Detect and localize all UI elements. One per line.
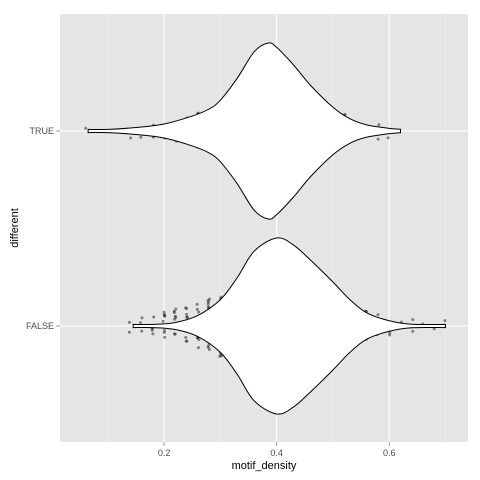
data-point [129,136,133,140]
data-point [127,320,131,324]
data-point [162,310,166,314]
data-point [140,316,144,320]
data-point [197,310,201,314]
violin-false [132,237,446,415]
data-point [172,311,176,315]
data-point [186,315,190,319]
data-point [185,312,189,316]
x-tick-label: 0.2 [158,448,171,458]
data-point [174,307,178,311]
x-tick-label: 0.4 [270,448,283,458]
data-point [174,315,178,319]
data-point [184,339,188,343]
data-point [195,307,199,311]
data-point [206,300,210,304]
data-point [184,335,188,339]
y-axis-title: different [9,208,21,248]
x-axis: 0.2 0.4 0.6 [158,442,396,458]
violins [87,42,446,415]
data-point [195,302,199,306]
data-point [443,319,447,323]
data-point [377,123,381,127]
x-axis-title: motif_density [232,460,297,472]
data-point [162,331,166,335]
data-point [173,314,177,318]
data-point [206,298,210,302]
data-point [411,329,415,333]
data-point [218,354,222,358]
data-point [207,347,211,351]
data-point [150,328,154,332]
data-point [411,317,415,321]
data-point [219,354,223,358]
data-point [388,331,392,335]
data-point [163,313,167,317]
data-point [386,136,390,140]
data-point [163,315,167,319]
data-point [432,327,436,331]
data-point [127,330,131,334]
data-point [196,346,200,350]
data-point [84,126,88,130]
data-point [173,317,177,321]
data-point [139,135,143,139]
data-point [376,137,380,141]
data-point [162,313,166,317]
data-point [172,332,176,336]
data-point [152,315,156,319]
data-point [208,297,212,301]
data-point [185,339,189,343]
data-point [185,307,189,311]
data-point [163,335,167,339]
data-point [140,329,144,333]
data-point [172,309,176,313]
data-point [206,345,210,349]
data-point [197,338,201,342]
y-tick-label: FALSE [26,321,54,331]
y-tick-label: TRUE [30,126,55,136]
data-point [207,344,211,348]
data-point [173,332,177,336]
data-point [139,321,143,325]
data-point [162,329,166,333]
x-tick-label: 0.6 [383,448,396,458]
violin-true [87,42,401,220]
y-axis: TRUE FALSE [26,126,60,331]
data-point [151,332,155,336]
data-point [184,306,188,310]
data-point [161,319,165,323]
data-point [388,333,392,337]
data-point [206,302,210,306]
data-point [185,315,189,319]
data-point [376,313,380,317]
